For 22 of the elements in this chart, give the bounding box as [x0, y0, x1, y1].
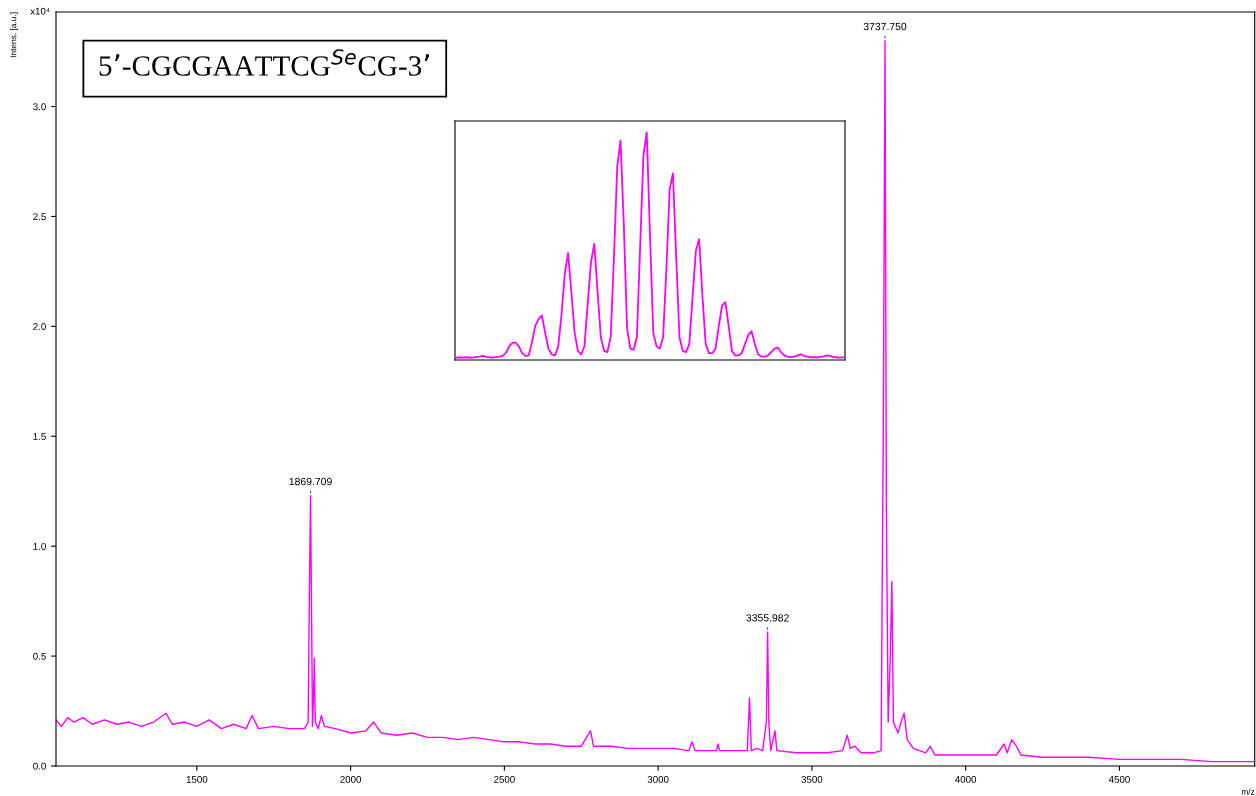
x-axis-title: m/z [1241, 788, 1255, 795]
annotation: 3355.982 [746, 614, 789, 622]
y-tick-label: 3.0 [33, 103, 46, 111]
y-tick-label: 2.5 [33, 213, 46, 221]
x-tick-label: 3000 [647, 775, 669, 783]
y-tick-label: 0.5 [33, 652, 46, 660]
x-tick-label: 1500 [186, 775, 208, 783]
line-series [56, 39, 1255, 763]
y-tick-label: 1.5 [33, 433, 46, 440]
annotation: 3737.750 [863, 22, 907, 31]
x-tick-label: 2500 [494, 775, 515, 783]
x-tick-label: 3500 [801, 775, 823, 783]
annotation: 5’-CGCGAATTCG$^{Se}$CG-3’ [99, 49, 429, 76]
y-tick-label: 1.0 [33, 542, 46, 550]
x-tick-label: 4500 [1108, 775, 1130, 783]
annotation: 1869.709 [289, 477, 332, 486]
y-axis-title: Intens. [a.u.] [10, 12, 18, 58]
x-tick-label: 2000 [340, 775, 362, 783]
x-tick-label: 4000 [955, 775, 977, 783]
y-tick-label: 2.0 [33, 323, 46, 330]
y-tick-label: 0.0 [33, 762, 46, 770]
text: x10⁴ [30, 7, 50, 15]
